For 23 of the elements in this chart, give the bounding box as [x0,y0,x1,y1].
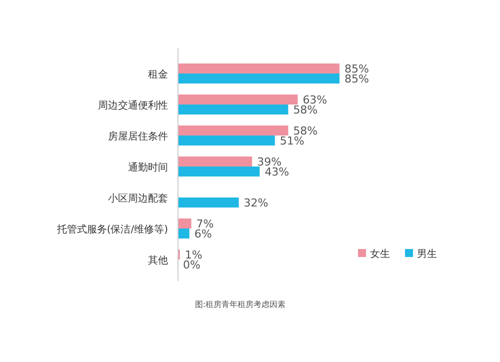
data-label: 0% [183,258,200,272]
y-tick-label: 周边交通便利性 [98,100,168,112]
data-label: 51% [280,134,304,148]
y-tick-label: 租金 [148,68,168,80]
data-label: 6% [194,228,212,240]
y-tick-label: 托管式服务(保洁/维修等) [56,224,168,236]
data-label: 85% [344,72,369,86]
data-label: 7% [196,218,214,230]
data-label: 43% [264,166,290,178]
y-tick-label: 小区周边配套 [108,192,168,204]
y-tick-label: 通勤时间 [128,162,168,174]
data-label: 58% [293,104,318,116]
data-label: 63% [302,94,328,106]
data-label: 32% [244,196,268,210]
data-label: 85% [344,62,369,76]
y-tick-label: 其他 [148,254,168,266]
text: 图:租房青年租房考虑因素 [195,300,286,309]
data-label: 39% [257,156,282,168]
data-label: 1% [184,248,202,262]
y-tick-label: 房屋居住条件 [108,130,168,142]
legend-label: 男生 [417,248,437,260]
legend-label: 女生 [370,248,390,260]
data-label: 58% [293,124,318,138]
